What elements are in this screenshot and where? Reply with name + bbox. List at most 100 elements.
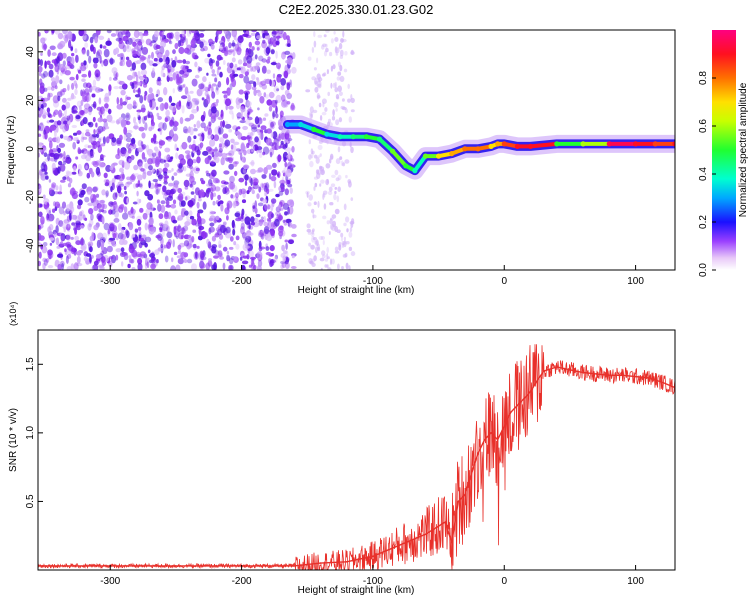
noise-speckle: [289, 163, 295, 168]
noise-speckle: [264, 113, 269, 117]
noise-speckle: [38, 224, 42, 231]
noise-speckle: [91, 103, 96, 108]
noise-speckle: [101, 61, 104, 67]
noise-speckle: [92, 101, 97, 109]
noise-speckle: [310, 231, 315, 237]
noise-speckle: [232, 40, 235, 48]
noise-speckle: [306, 191, 309, 198]
noise-speckle: [328, 186, 333, 192]
noise-speckle: [230, 138, 235, 144]
noise-speckle: [223, 94, 228, 99]
noise-speckle: [155, 182, 159, 188]
noise-speckle: [123, 206, 128, 214]
noise-speckle: [72, 137, 79, 142]
noise-speckle: [327, 91, 331, 97]
noise-speckle: [348, 246, 353, 251]
noise-speckle: [120, 192, 124, 198]
noise-speckle: [247, 232, 254, 236]
noise-speckle: [40, 97, 45, 102]
noise-speckle: [250, 221, 256, 226]
noise-speckle: [272, 73, 276, 79]
noise-speckle: [261, 216, 264, 220]
noise-speckle: [77, 147, 81, 155]
noise-speckle: [325, 47, 329, 53]
noise-speckle: [97, 117, 104, 123]
noise-speckle: [125, 120, 131, 126]
noise-speckle: [254, 207, 258, 214]
noise-speckle: [54, 85, 58, 90]
noise-speckle: [157, 174, 164, 179]
noise-speckle: [291, 255, 295, 259]
noise-speckle: [248, 122, 255, 127]
noise-speckle: [239, 120, 246, 124]
noise-speckle: [181, 30, 186, 37]
noise-speckle: [235, 243, 240, 250]
noise-speckle: [240, 104, 246, 110]
noise-speckle: [256, 251, 263, 259]
noise-speckle: [220, 203, 224, 212]
noise-speckle: [262, 32, 266, 39]
signal-point: [449, 151, 455, 157]
noise-speckle: [152, 67, 155, 74]
noise-speckle: [322, 43, 327, 47]
noise-speckle: [126, 129, 133, 134]
noise-speckle: [118, 174, 125, 182]
noise-speckle: [256, 193, 260, 200]
noise-speckle: [180, 84, 185, 89]
noise-speckle: [186, 30, 191, 37]
noise-speckle: [291, 224, 297, 229]
noise-speckle: [148, 165, 153, 171]
noise-speckle: [201, 231, 205, 238]
noise-speckle: [164, 102, 169, 110]
noise-speckle: [330, 82, 333, 89]
noise-speckle: [242, 168, 247, 174]
noise-speckle: [312, 214, 317, 219]
noise-speckle: [38, 58, 41, 66]
noise-speckle: [59, 184, 62, 193]
noise-speckle: [237, 59, 243, 65]
noise-speckle: [132, 125, 139, 130]
noise-speckle: [242, 164, 250, 170]
noise-speckle: [337, 146, 341, 153]
noise-speckle: [241, 212, 244, 220]
noise-speckle: [211, 83, 217, 87]
noise-speckle: [89, 149, 94, 157]
noise-speckle: [268, 258, 272, 264]
noise-speckle: [251, 189, 255, 195]
noise-speckle: [313, 201, 317, 205]
noise-speckle: [224, 121, 228, 125]
noise-speckle: [45, 258, 50, 263]
noise-speckle: [257, 167, 264, 173]
noise-speckle: [250, 159, 255, 167]
signal-point: [462, 146, 468, 152]
snr-point: [542, 370, 545, 372]
noise-speckle: [326, 253, 329, 260]
noise-speckle: [233, 141, 240, 146]
noise-speckle: [192, 229, 197, 233]
noise-speckle: [64, 123, 69, 132]
noise-speckle: [167, 195, 174, 201]
noise-speckle: [226, 35, 230, 42]
noise-speckle: [128, 222, 134, 231]
noise-speckle: [46, 202, 49, 206]
noise-speckle: [313, 255, 317, 262]
noise-speckle: [230, 194, 234, 199]
noise-speckle: [156, 259, 159, 264]
noise-speckle: [211, 69, 216, 74]
noise-speckle: [79, 105, 82, 112]
noise-speckle: [103, 58, 109, 67]
noise-speckle: [141, 132, 146, 139]
noise-speckle: [163, 87, 168, 96]
noise-speckle: [195, 167, 200, 172]
noise-speckle: [38, 241, 41, 248]
noise-speckle: [171, 60, 177, 68]
noise-speckle: [153, 57, 158, 62]
noise-speckle: [73, 262, 79, 270]
noise-speckle: [318, 102, 322, 108]
noise-speckle: [189, 175, 195, 183]
noise-speckle: [40, 173, 47, 181]
noise-speckle: [281, 170, 286, 174]
noise-speckle: [40, 243, 44, 250]
noise-speckle: [220, 120, 223, 128]
noise-speckle: [47, 112, 51, 118]
